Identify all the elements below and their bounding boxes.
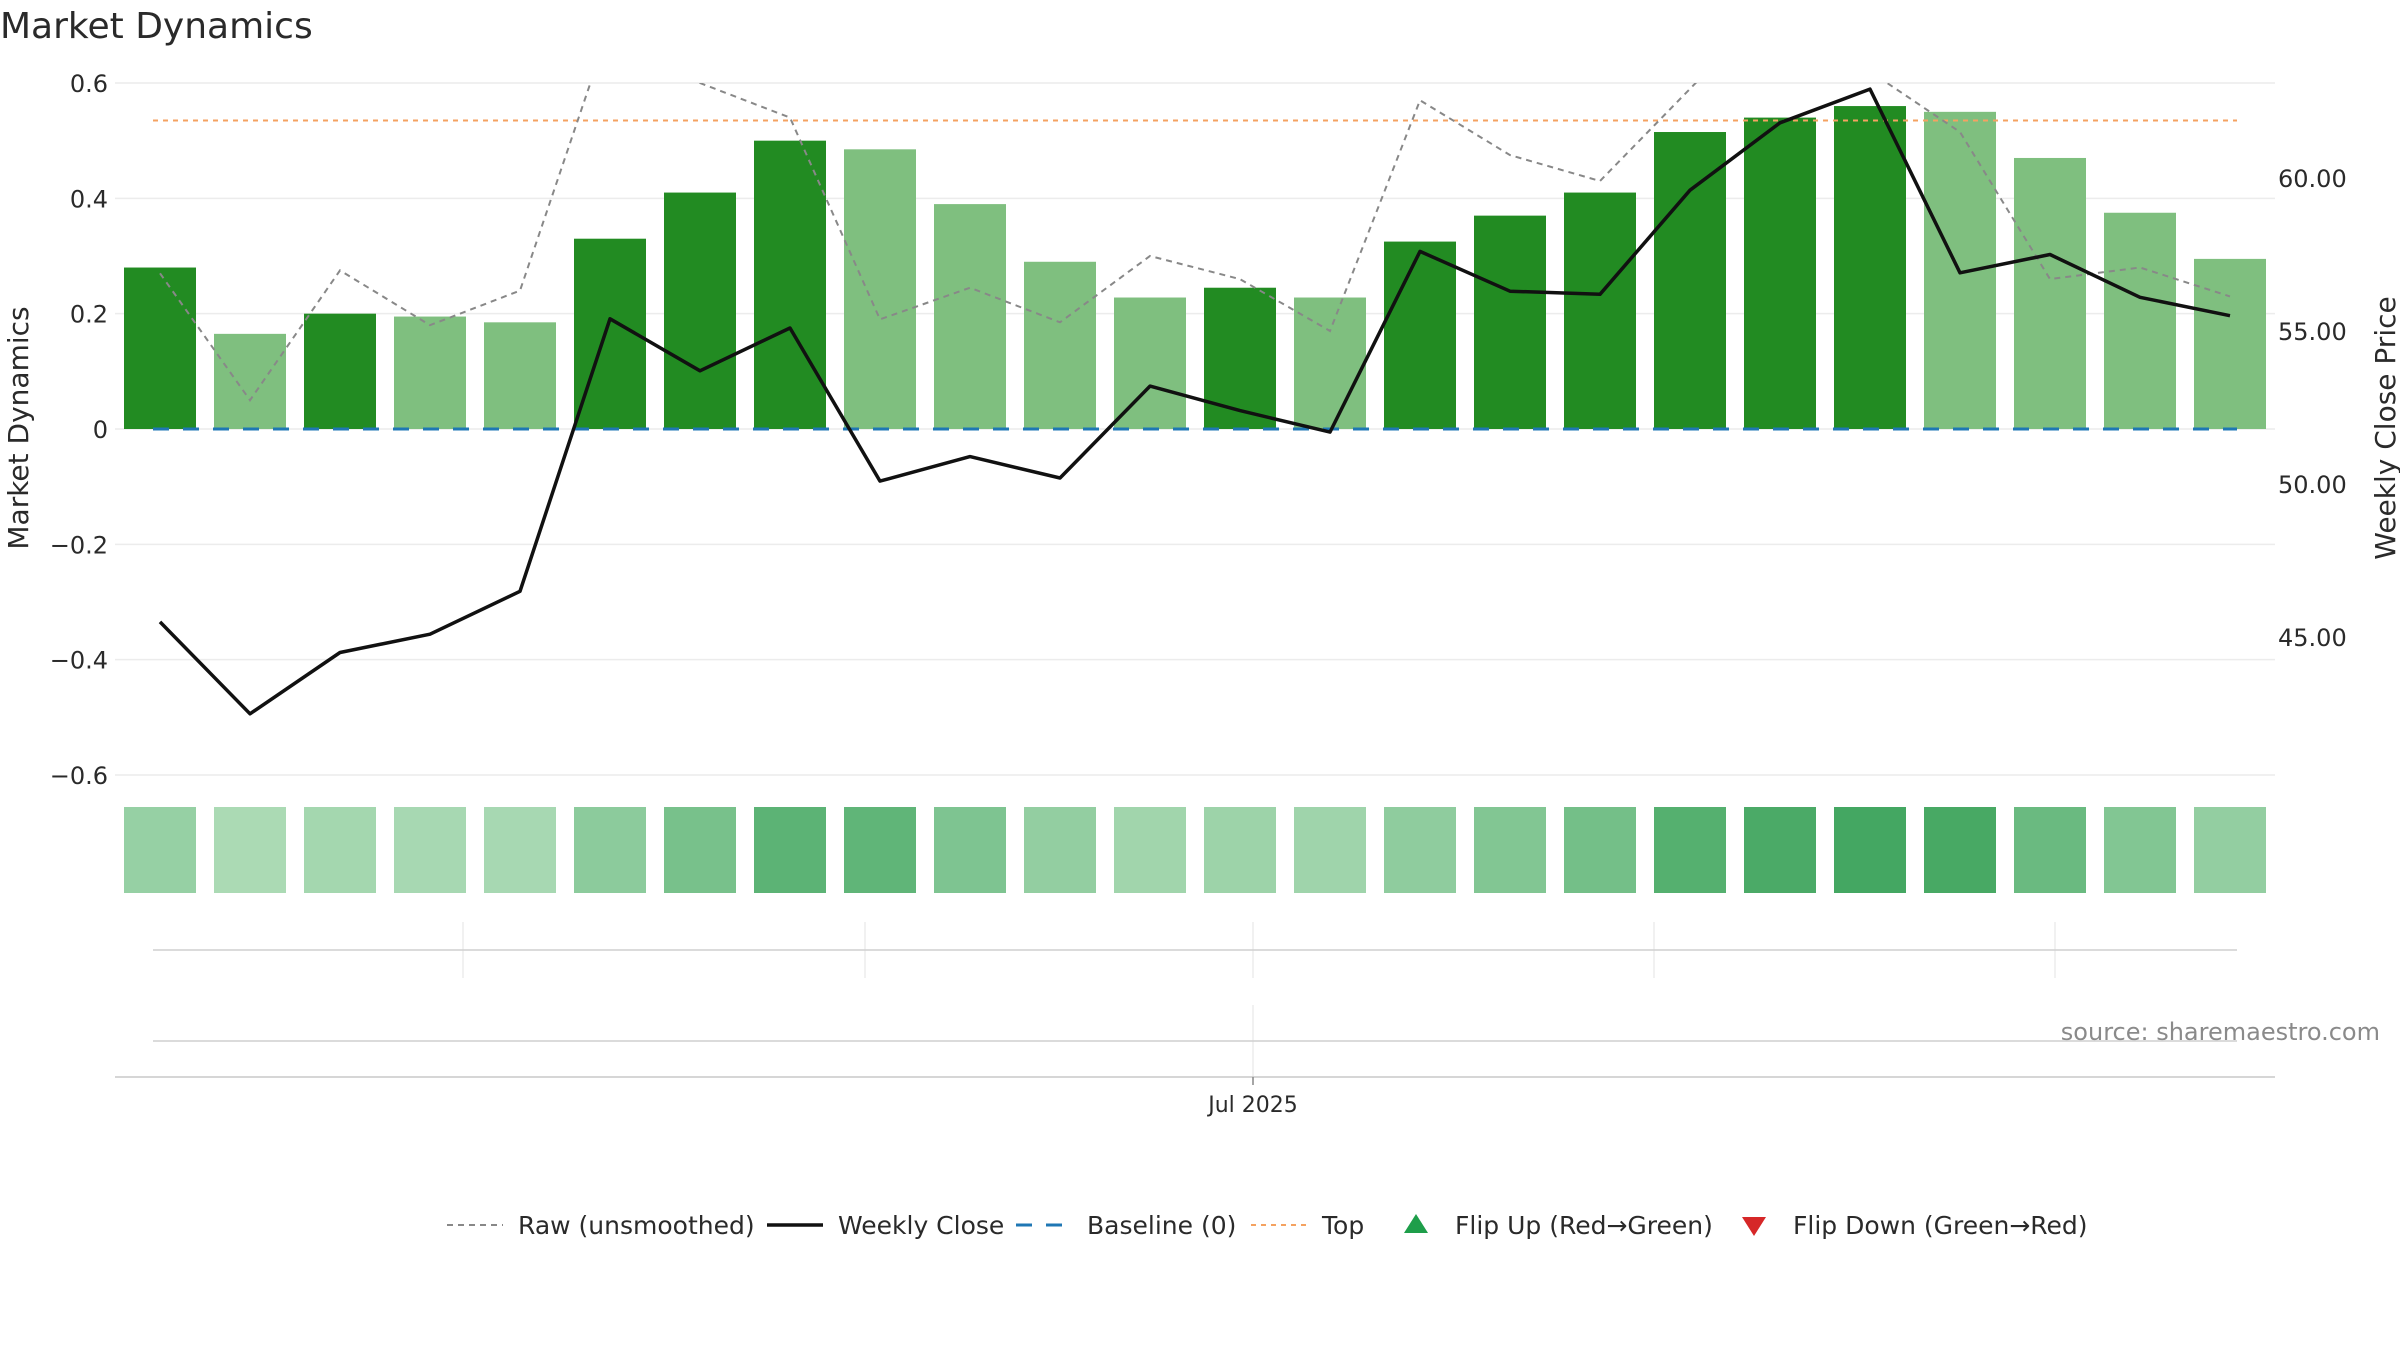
bar [1834,106,1906,430]
bar [1654,132,1726,429]
heat-cell [1564,807,1636,893]
flip-up-icon [1404,1214,1428,1233]
heat-strip [124,807,2266,893]
weekly-close-line [158,87,2231,716]
heat-cell [2104,807,2176,893]
bar [1384,241,1456,429]
heat-cell [1384,807,1456,893]
bar [1294,297,1366,429]
left-tick-label: 0.4 [70,185,108,213]
legend-label: Weekly Close [838,1211,1004,1240]
left-tick-label: 0.2 [70,301,108,329]
lines-layer [153,83,2237,716]
bar [1204,287,1276,429]
heat-cell [1474,807,1546,893]
heat-cell [1204,807,1276,893]
grid-layer [115,82,2275,776]
chart-title: Market Dynamics [0,6,313,47]
right-tick-label: 45.00 [2278,624,2347,652]
left-axis-label: Market Dynamics [2,306,35,549]
heat-cell [1024,807,1096,893]
x-tick-label: Jul 2025 [1206,1093,1298,1118]
bar [1114,297,1186,429]
left-tick-label: −0.2 [50,531,108,559]
heat-cell [124,807,196,893]
bar [124,267,196,429]
heat-cell [1294,807,1366,893]
bar [754,140,826,429]
heat-cell [754,807,826,893]
left-tick-label: 0 [93,416,108,444]
legend-label: Flip Down (Green→Red) [1793,1211,2088,1240]
heat-cell [664,807,736,893]
left-tick-label: −0.4 [50,647,108,675]
heat-cell [1654,807,1726,893]
heat-cell [2014,807,2086,893]
heat-cell [1834,807,1906,893]
legend-label: Baseline (0) [1087,1211,1236,1240]
right-tick-label: 50.00 [2278,471,2347,499]
bar [844,149,916,430]
legend-label: Top [1321,1211,1364,1240]
heat-cell [2194,807,2266,893]
right-tick-label: 60.00 [2278,165,2347,193]
right-tick-label: 55.00 [2278,318,2347,346]
legend-label: Raw (unsmoothed) [518,1211,755,1240]
bar [394,316,466,429]
lower-panels [115,922,2275,1085]
bar [1474,215,1546,429]
heat-cell [394,807,466,893]
bar [2104,212,2176,429]
heat-cell [484,807,556,893]
legend-label: Flip Up (Red→Green) [1455,1211,1713,1240]
heat-cell [1114,807,1186,893]
bar [2014,157,2086,429]
left-tick-label: −0.6 [50,762,108,790]
flip-down-icon [1742,1217,1766,1236]
heat-cell [844,807,916,893]
raw-line [159,83,2231,402]
heat-cell [574,807,646,893]
bar [484,322,556,429]
bar [2194,258,2266,429]
bar [304,313,376,429]
heat-cell [934,807,1006,893]
bars-layer [124,106,2266,430]
source-credit: source: sharemaestro.com [2061,1018,2380,1046]
bar [1024,261,1096,429]
heat-cell [214,807,286,893]
bar [664,192,736,429]
heat-cell [304,807,376,893]
bar [934,204,1006,429]
right-axis-label: Weekly Close Price [2369,296,2400,559]
heat-cell [1744,807,1816,893]
bar [1564,192,1636,429]
bar [214,333,286,429]
heat-cell [1924,807,1996,893]
legend: Raw (unsmoothed) Weekly Close Baseline (0)… [447,1211,2088,1240]
ticks-layer: 0.6 0.4 0.2 0 −0.2 −0.4 −0.6 60.00 55.00 50.00 45.… [50,70,2347,790]
bar [1744,117,1816,429]
left-tick-label: 0.6 [70,70,108,98]
